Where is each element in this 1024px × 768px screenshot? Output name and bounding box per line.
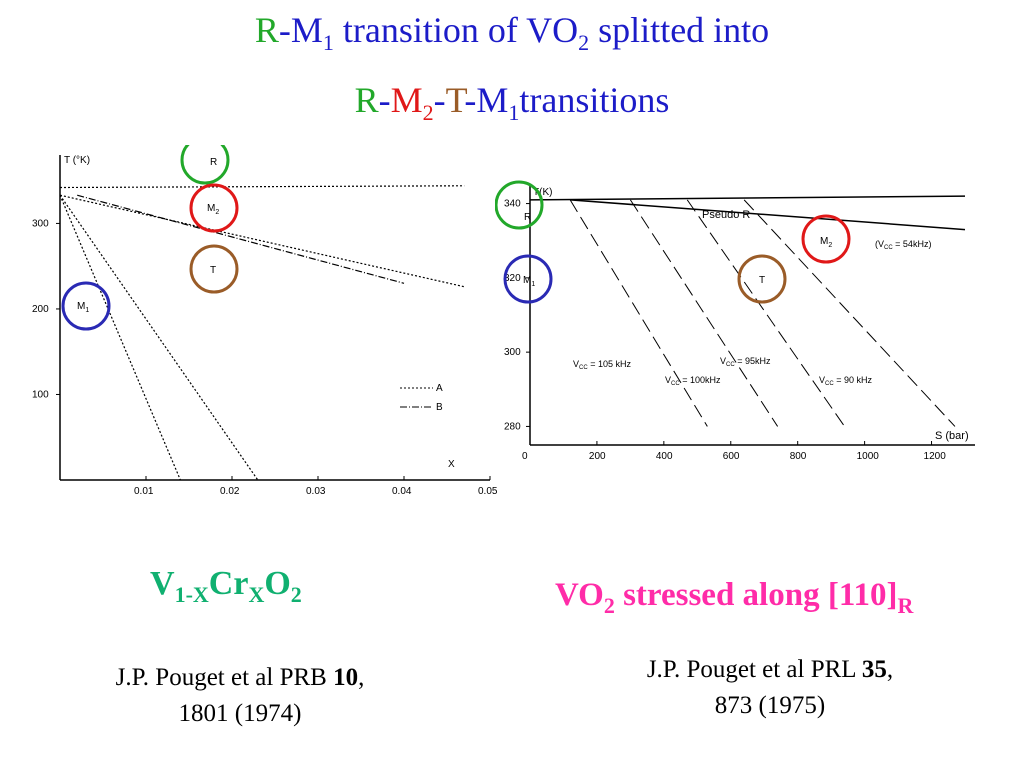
legend-b-label: B: [436, 402, 443, 413]
left-series-line-b: [77, 194, 405, 284]
right-m1-circle: [503, 254, 553, 304]
left-y-tick-label: 100: [32, 389, 49, 400]
left-series-line-a: [59, 194, 181, 481]
right-y-tick-label: 300: [504, 347, 521, 358]
left-series-line-a: [59, 185, 465, 189]
slide-title-line-2: R-M2-T-M1transitions: [354, 80, 670, 125]
vcc-54-label: (VCC = 54kHz): [875, 239, 931, 251]
vcc-100-label: VCC = 100kHz: [665, 375, 721, 387]
right-y-label: T(K): [533, 187, 552, 198]
phase-m1-circle: [61, 281, 111, 331]
right-x-tick-label: 400: [656, 451, 673, 462]
right-series-line: [529, 195, 966, 201]
left-caption: V1-XCrXO2: [150, 565, 302, 607]
right-x-tick-label: 200: [589, 451, 606, 462]
right-r-circle: [495, 180, 544, 230]
left-reference: J.P. Pouget et al PRB 10, 1801 (1974): [115, 664, 365, 727]
right-t-label: T: [759, 275, 765, 286]
title-r-label: R: [254, 10, 279, 50]
left-x-tick-label: 0.03: [306, 486, 326, 497]
left-x-tick-label: 0.01: [134, 486, 154, 497]
left-y-tick-label: 300: [32, 218, 49, 229]
right-x-tick-label: 600: [723, 451, 740, 462]
left-y-label: T (°K): [64, 155, 90, 166]
slide-title-line-1: R-M1 transition of VO2 splitted into: [254, 10, 770, 55]
right-caption: VO2 stressed along [110]R: [555, 577, 914, 618]
right-series-line: [686, 199, 845, 427]
left-series-line-a: [59, 194, 259, 481]
vcc-90-label: VCC = 90 kHz: [819, 375, 872, 387]
left-x-tick-label: 0.02: [220, 486, 240, 497]
left-x-tick-label: 0.04: [392, 486, 412, 497]
phase-t-label: T: [210, 265, 216, 276]
phase-r-circle: [180, 145, 230, 185]
right-phase-diagram: T(K) S (bar) 340 320 300 280 0 200 400 600 800 1…: [495, 180, 975, 462]
right-series-line: [569, 199, 708, 427]
right-y-tick-label: 280: [504, 421, 521, 432]
phase-t-circle: [189, 244, 239, 294]
phase-m2-circle: [189, 183, 239, 233]
right-m1-label: M1: [523, 275, 535, 288]
right-series-line: [743, 199, 956, 427]
phase-m1-label: M1: [77, 301, 89, 314]
right-r-label: R: [524, 212, 531, 223]
left-y-tick-label: 200: [32, 304, 49, 315]
right-series-line: [629, 199, 779, 427]
left-series-line-a: [59, 194, 465, 288]
right-y-tick-label: 320: [504, 273, 521, 284]
right-x-label: S (bar): [935, 430, 969, 442]
pseudo-r-label: Pseudo R: [702, 209, 750, 221]
phase-m2-label: M2: [207, 203, 219, 216]
right-y-tick-label: 340: [504, 199, 521, 210]
left-x-label: X: [448, 459, 455, 470]
right-x-tick-label: 0: [522, 451, 528, 462]
vcc-105-label: VCC = 105 kHz: [573, 359, 631, 371]
right-t-circle: [737, 254, 787, 304]
right-series-line: [570, 199, 966, 231]
right-x-tick-label: 1200: [924, 451, 947, 462]
right-x-tick-label: 800: [790, 451, 807, 462]
legend-a-label: A: [436, 383, 443, 394]
right-m2-label: M2: [820, 236, 832, 249]
right-reference: J.P. Pouget et al PRL 35, 873 (1975): [646, 656, 894, 719]
vcc-95-label: VCC = 95kHz: [720, 356, 771, 368]
phase-r-label: R: [210, 157, 217, 168]
right-x-tick-label: 1000: [857, 451, 880, 462]
left-x-tick-label: 0.05: [478, 486, 498, 497]
right-m2-circle: [801, 214, 851, 264]
